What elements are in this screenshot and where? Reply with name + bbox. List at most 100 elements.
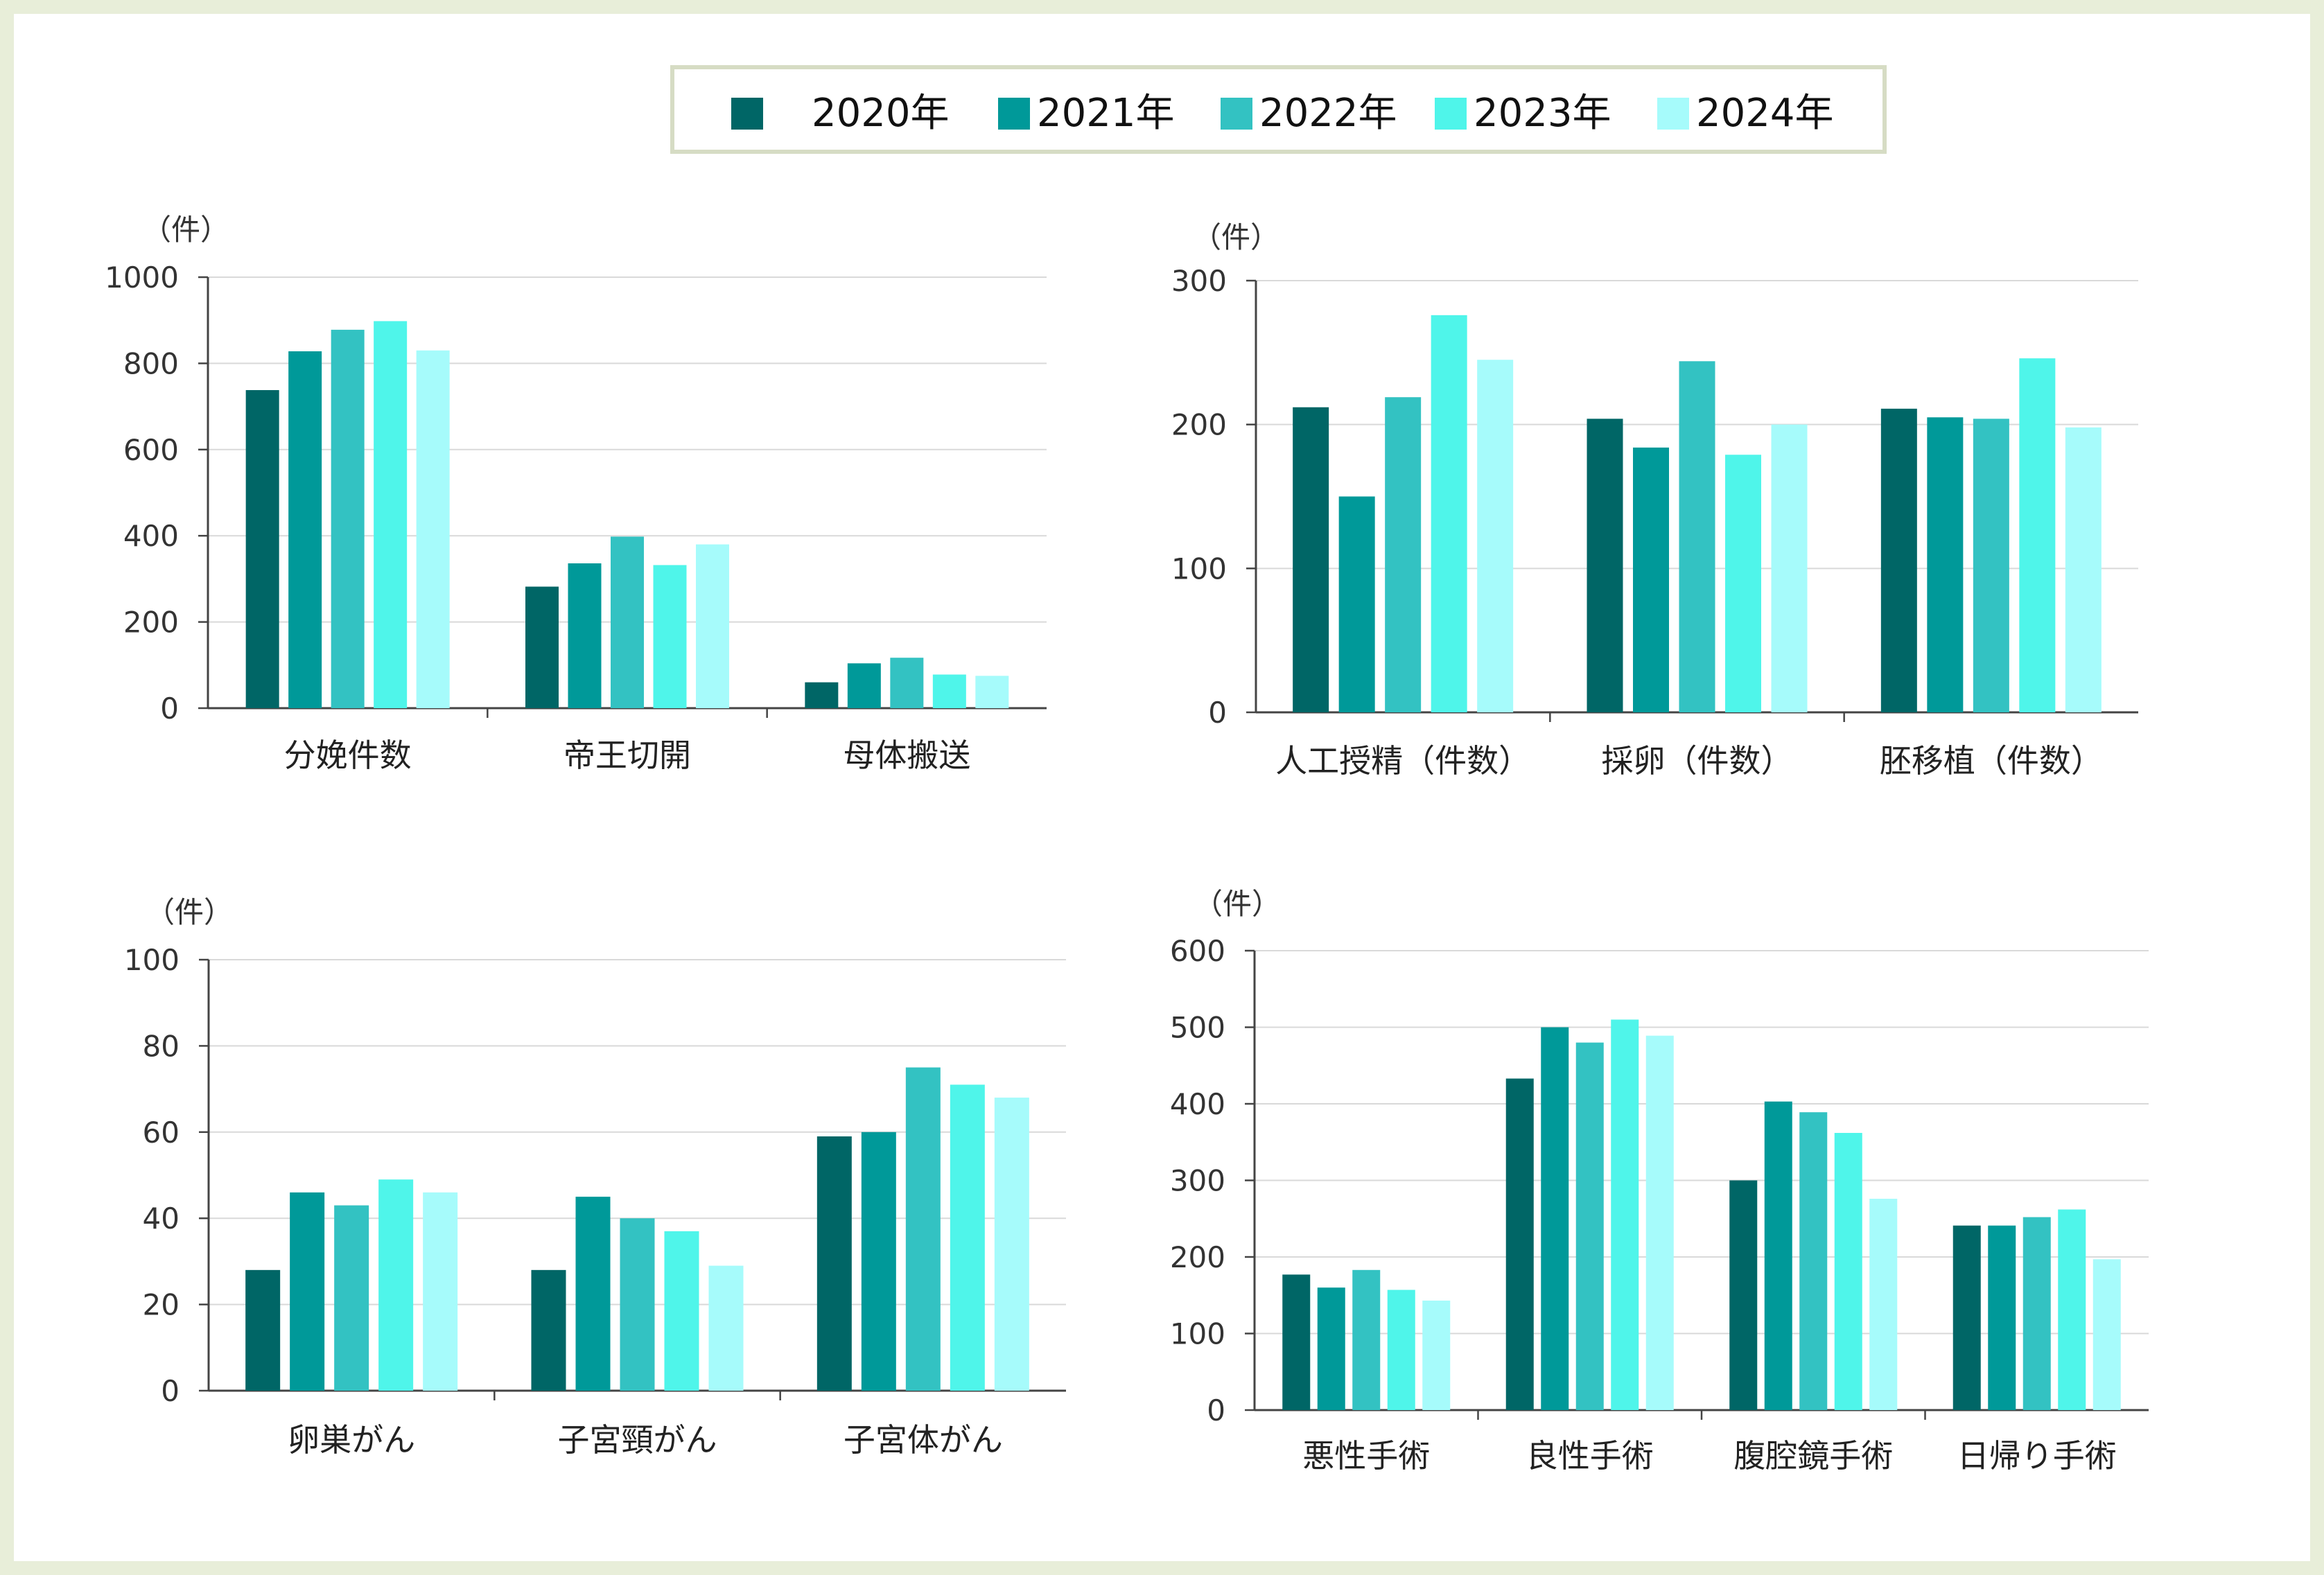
bar: [696, 544, 729, 708]
bar: [932, 674, 966, 708]
x-category-label: 分娩件数: [284, 737, 412, 774]
y-tick-label: 800: [123, 346, 179, 380]
x-category-label: 帝王切開: [563, 737, 691, 774]
bar: [905, 1067, 941, 1391]
y-tick-label: 100: [1170, 1317, 1225, 1351]
bar: [334, 1205, 369, 1391]
bar: [1799, 1112, 1828, 1410]
bar: [861, 1132, 896, 1391]
x-category-label: 子宮体がん: [844, 1421, 1003, 1459]
bar: [805, 682, 839, 708]
legend-swatch: [731, 98, 763, 130]
bar: [1431, 315, 1467, 713]
legend-swatch: [1435, 98, 1467, 130]
bar: [620, 1218, 655, 1391]
bar: [1973, 419, 2009, 712]
bar: [890, 658, 924, 708]
y-unit-label: （件）: [1192, 220, 1279, 254]
bar: [1834, 1132, 1862, 1410]
y-unit-label: （件）: [142, 213, 229, 247]
y-tick-label: 400: [1170, 1087, 1225, 1121]
bar: [568, 563, 602, 708]
bar: [525, 586, 559, 708]
bar: [1927, 417, 1964, 712]
x-category-label: 胚移植（件数）: [1880, 742, 2103, 780]
bar: [1282, 1274, 1311, 1410]
bar: [1541, 1027, 1569, 1410]
y-tick-label: 100: [124, 943, 180, 977]
bar: [1477, 360, 1514, 712]
y-tick-label: 200: [1170, 1240, 1225, 1274]
bar: [1387, 1290, 1415, 1410]
y-tick-label: 600: [123, 433, 179, 467]
bar: [975, 676, 1009, 708]
chart-fertility: 0 100 200 300 （件） 人工授精（件数） 採卵（件数） 胚移植（件数）: [1171, 220, 2138, 780]
bar: [611, 536, 644, 708]
bar: [1385, 397, 1422, 712]
x-category-label: 子宮頸がん: [558, 1421, 717, 1459]
y-unit-label: （件）: [146, 895, 233, 929]
bar: [290, 1192, 325, 1391]
bar: [1725, 455, 1761, 712]
y-tick-label: 20: [143, 1288, 180, 1322]
bar: [2093, 1259, 2121, 1410]
bar: [950, 1084, 985, 1391]
chart-legend: 2020年 2021年 2022年 2023年 2024年: [670, 65, 1887, 154]
bar: [288, 351, 322, 708]
bar: [1771, 424, 1808, 712]
legend-swatch: [998, 98, 1030, 130]
bar: [245, 1269, 281, 1391]
bar: [664, 1231, 699, 1391]
bar: [423, 1192, 458, 1391]
legend-swatch: [1657, 98, 1689, 130]
bar: [1952, 1225, 1981, 1410]
bar: [1575, 1042, 1604, 1410]
y-tick-label: 100: [1171, 552, 1227, 586]
y-tick-label: 600: [1170, 934, 1225, 968]
y-tick-label: 300: [1171, 264, 1227, 298]
bar: [1293, 407, 1329, 712]
x-category-label: 卵巣がん: [288, 1421, 415, 1459]
x-category-label: 人工授精（件数）: [1275, 742, 1530, 780]
bar: [816, 1136, 852, 1391]
y-tick-label: 0: [1207, 1393, 1225, 1427]
y-tick-label: 0: [160, 692, 179, 725]
y-tick-label: 300: [1170, 1164, 1225, 1198]
bar: [374, 321, 408, 709]
chart-surgery: 0 100 200 300 400 500 600 （件） 悪性手術 良性手術 腹腔鏡手術 日帰り手術: [1170, 887, 2149, 1475]
bar: [1645, 1035, 1674, 1410]
bar: [653, 565, 687, 708]
legend-label: 2023年: [1474, 91, 1611, 136]
bar: [1422, 1300, 1451, 1410]
bar: [2058, 1209, 2086, 1410]
bar: [1764, 1101, 1792, 1410]
legend-label: 2020年: [812, 91, 950, 136]
bar: [1880, 408, 1917, 712]
bar: [531, 1269, 566, 1391]
chart-gynecologic-cancer: 0 20 40 60 80 100 （件） 卵巣がん 子宮頸がん 子宮体がん: [124, 895, 1066, 1459]
bar: [708, 1265, 744, 1391]
y-tick-label: 200: [123, 606, 179, 640]
y-unit-label: （件）: [1194, 887, 1281, 921]
bar: [1611, 1019, 1639, 1410]
bar: [378, 1179, 414, 1391]
bar: [1869, 1199, 1898, 1410]
x-category-label: 腹腔鏡手術: [1733, 1437, 1893, 1475]
bar: [1505, 1078, 1534, 1410]
chart-maternity: 0 200 400 600 800 1000 （件） 分娩件数 帝王切開 母体搬送: [105, 213, 1047, 774]
bar: [416, 350, 450, 708]
legend-label: 2022年: [1259, 91, 1397, 136]
bar: [2019, 358, 2056, 712]
bar: [1988, 1225, 2016, 1410]
legend-swatch: [1221, 98, 1252, 130]
bar: [575, 1197, 611, 1391]
y-tick-label: 400: [123, 519, 179, 553]
bar: [847, 663, 881, 708]
y-tick-label: 80: [143, 1029, 180, 1063]
bar: [1729, 1180, 1758, 1410]
y-tick-label: 0: [1208, 696, 1227, 730]
bar: [1352, 1269, 1381, 1410]
y-tick-label: 1000: [105, 261, 179, 294]
x-category-label: 母体搬送: [843, 737, 970, 774]
x-category-label: 採卵（件数）: [1602, 742, 1793, 780]
